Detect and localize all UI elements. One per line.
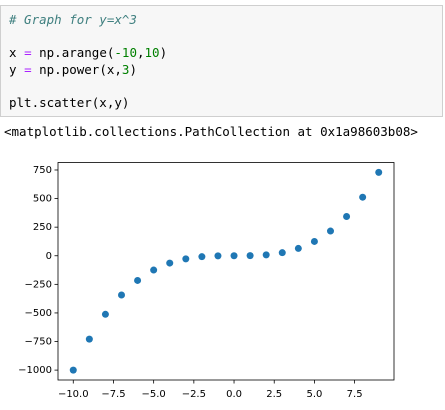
chart: −10.0 −7.5 −5.0 −2.5 0.0 2.5 5.0 7.5 −1000 −750 −5… <box>18 162 395 400</box>
point <box>375 168 383 176</box>
point <box>198 253 206 261</box>
output-text: <matplotlib.collections.PathCollection a… <box>4 124 418 139</box>
point <box>150 266 158 274</box>
point <box>294 244 302 252</box>
x-tick-label: −5.0 <box>142 389 166 400</box>
x-tick-label: −10.0 <box>58 389 89 400</box>
x-tick-label: −2.5 <box>182 389 206 400</box>
y-tick-label: 750 <box>33 165 52 176</box>
point <box>246 252 254 260</box>
y-tick-label: 500 <box>33 194 52 205</box>
y-tick-label: −750 <box>25 337 52 348</box>
point <box>134 276 142 284</box>
code-line: plt.scatter(x,y) <box>9 94 130 110</box>
y-tick-label: 250 <box>33 222 52 233</box>
point <box>69 366 77 374</box>
code-line: y = np.power(x,3) <box>9 61 137 77</box>
x-tick-label: −7.5 <box>101 389 125 400</box>
axes-frame <box>57 162 395 381</box>
point <box>182 255 190 263</box>
point <box>343 213 351 221</box>
point <box>278 249 286 257</box>
y-tick-label: −500 <box>25 308 52 319</box>
x-tick-label: 0.0 <box>226 389 242 400</box>
point <box>359 193 367 201</box>
point <box>85 335 93 343</box>
x-tick-label: 5.0 <box>306 389 322 400</box>
code-line: # Graph for y=x^3 <box>9 12 137 27</box>
y-tick-label: 0 <box>46 251 52 262</box>
point <box>230 252 238 260</box>
x-tick-label: 7.5 <box>347 389 363 400</box>
point <box>326 227 334 235</box>
point <box>118 291 126 299</box>
point <box>101 310 109 318</box>
point <box>166 259 174 267</box>
point <box>214 252 222 260</box>
y-tick-label: −250 <box>25 279 52 290</box>
point <box>262 251 270 259</box>
code-line: x = np.arange(-10,10) <box>9 45 168 60</box>
y-tick-label: −1000 <box>18 365 52 376</box>
x-tick-label: 2.5 <box>266 389 282 400</box>
code-cell[interactable]: # Graph for y=x^3 x = np.arange(-10,10) … <box>0 5 443 117</box>
point <box>310 237 318 245</box>
